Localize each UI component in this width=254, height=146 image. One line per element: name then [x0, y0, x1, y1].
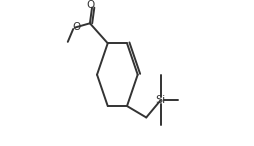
Text: O: O	[72, 22, 80, 32]
Text: Si: Si	[155, 95, 166, 105]
Text: O: O	[86, 0, 94, 11]
